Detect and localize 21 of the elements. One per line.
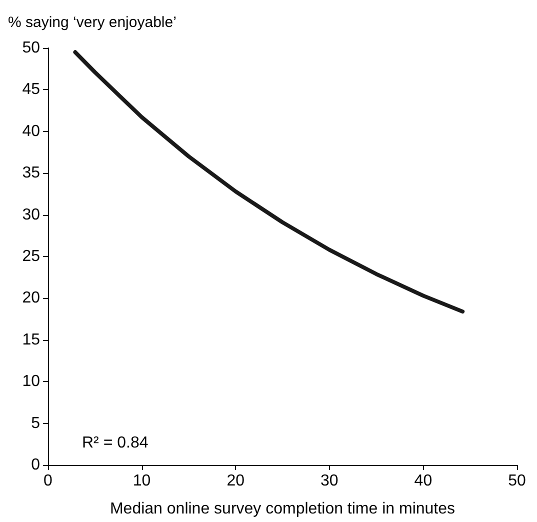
y-tick-label: 50 — [22, 40, 40, 56]
y-tick-label: 0 — [31, 456, 40, 474]
x-tick-label: 30 — [320, 472, 338, 490]
x-tick-label: 10 — [132, 472, 151, 490]
x-tick-label: 40 — [414, 472, 432, 490]
y-tick-label: 5 — [31, 414, 40, 432]
y-tick-label: 20 — [22, 290, 40, 307]
x-axis-title: Median online survey completion time in minutes — [110, 500, 456, 518]
x-tick-label: 50 — [508, 472, 526, 490]
x-tick-label: 0 — [44, 472, 53, 490]
line-series — [73, 50, 465, 314]
y-tick-label: 30 — [22, 206, 40, 224]
y-tick-label: 25 — [22, 248, 40, 265]
y-tick-label: 35 — [22, 164, 40, 182]
annotation: R² = 0.84 — [82, 434, 148, 452]
x-tick-label: 20 — [226, 472, 245, 490]
y-tick-label: 10 — [22, 373, 40, 390]
y-axis-title: % saying ‘very enjoyable’ — [8, 14, 176, 31]
y-tick-label: 45 — [22, 81, 40, 98]
y-tick-label: 15 — [22, 331, 40, 348]
y-tick-label: 40 — [22, 122, 40, 140]
